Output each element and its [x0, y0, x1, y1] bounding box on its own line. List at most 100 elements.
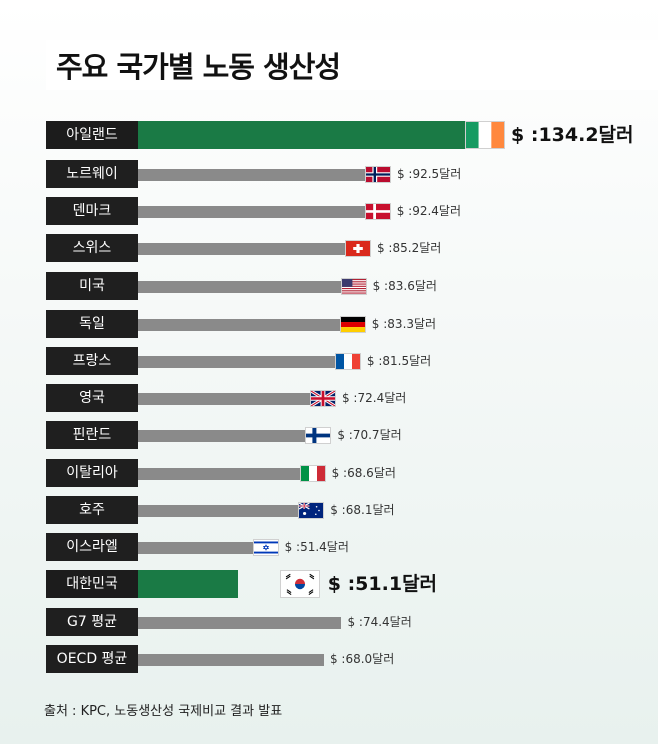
source-note: 출처 : KPC, 노동생산성 국제비교 결과 발표	[44, 704, 283, 719]
ireland-flag-icon	[465, 121, 505, 149]
title-box	[46, 40, 658, 90]
value-prefix: $ :	[337, 428, 353, 442]
norway-flag-icon	[364, 166, 391, 183]
value-unit: 달러	[402, 573, 438, 595]
korea-flag-icon	[279, 570, 320, 598]
value-prefix: $ :	[376, 241, 393, 255]
category-label: 독일	[46, 310, 138, 338]
value-label: $ :83.6달러	[373, 272, 437, 300]
value-unit: 달러	[598, 124, 634, 146]
value-prefix: $ :	[372, 279, 389, 293]
category-label: 이탈리아	[46, 459, 138, 487]
value-unit: 달러	[372, 652, 395, 666]
uk-flag-icon	[309, 389, 336, 408]
value-number: 81.5	[382, 354, 410, 368]
category-label: 프랑스	[46, 347, 138, 375]
value-unit: 달러	[389, 615, 412, 629]
category-label: 덴마크	[46, 197, 138, 225]
value-number: 72.4	[357, 391, 385, 405]
value-label: $ :81.5달러	[367, 347, 431, 375]
value-prefix: $ :	[396, 204, 413, 218]
value-unit: 달러	[439, 167, 462, 181]
switzerland-flag-icon	[344, 240, 371, 257]
value-prefix: $ :	[511, 124, 539, 146]
bar	[138, 430, 306, 442]
value-number: 51.4	[300, 540, 327, 554]
category-label: 호주	[46, 496, 138, 524]
value-label: $ :68.1달러	[330, 496, 394, 524]
category-label: 아일랜드	[46, 121, 138, 149]
usa-flag-icon	[340, 278, 367, 295]
value-number: 83.3	[387, 317, 415, 331]
value-label: $ :83.3달러	[372, 310, 436, 338]
bar	[138, 281, 341, 293]
value-prefix: $ :	[371, 317, 388, 331]
value-unit: 달러	[373, 466, 396, 480]
category-label: 이스라엘	[46, 533, 138, 561]
category-label: OECD 평균	[46, 645, 138, 673]
value-unit: 달러	[414, 279, 437, 293]
bar	[138, 243, 345, 255]
bar	[138, 393, 310, 405]
value-label: $ :70.7달러	[337, 421, 401, 449]
value-number: 51.1	[355, 573, 403, 595]
germany-flag-icon	[339, 316, 366, 333]
category-label: 대한민국	[46, 570, 138, 598]
category-label: 핀란드	[46, 421, 138, 449]
value-prefix: $ :	[347, 615, 363, 629]
denmark-flag-icon	[364, 203, 391, 220]
value-label: $ :74.4달러	[347, 608, 411, 636]
value-label: $ :92.4달러	[397, 197, 461, 225]
bar	[138, 654, 324, 666]
value-number: 68.0	[345, 652, 373, 666]
bar	[138, 319, 340, 331]
value-number: 83.6	[388, 279, 415, 293]
value-unit: 달러	[414, 317, 437, 331]
value-prefix: $ :	[284, 540, 301, 554]
value-unit: 달러	[326, 540, 349, 554]
value-label: $ :72.4달러	[342, 384, 406, 412]
category-label: G7 평균	[46, 608, 138, 636]
france-flag-icon	[334, 353, 361, 370]
value-prefix: $ :	[331, 466, 348, 480]
value-label: $ :68.6달러	[332, 459, 396, 487]
value-number: 74.4	[362, 615, 390, 629]
israel-flag-icon	[252, 539, 279, 556]
bar	[138, 121, 465, 149]
chart-title: 주요 국가별 노동 생산성	[56, 50, 341, 84]
category-label: 스위스	[46, 234, 138, 262]
value-label: $ :51.1달러	[328, 570, 437, 598]
bar	[138, 206, 365, 218]
value-number: 70.7	[352, 428, 380, 442]
value-prefix: $ :	[396, 167, 413, 181]
value-label: $ :134.2달러	[511, 121, 634, 149]
value-label: $ :68.0달러	[330, 645, 394, 673]
bar	[138, 169, 365, 181]
value-prefix: $ :	[366, 354, 383, 368]
value-number: 92.4	[412, 204, 439, 218]
value-number: 68.6	[347, 466, 374, 480]
value-unit: 달러	[438, 204, 461, 218]
value-label: $ :85.2달러	[377, 234, 441, 262]
bar	[138, 617, 342, 629]
bar	[138, 570, 238, 598]
value-number: 92.5	[412, 167, 440, 181]
value-unit: 달러	[419, 241, 442, 255]
bar	[138, 542, 253, 554]
value-unit: 달러	[379, 428, 402, 442]
value-unit: 달러	[372, 503, 395, 517]
category-label: 노르웨이	[46, 160, 138, 188]
italy-flag-icon	[299, 465, 326, 482]
value-label: $ :92.5달러	[397, 160, 461, 188]
value-prefix: $ :	[330, 503, 346, 517]
australia-flag-icon	[298, 502, 325, 519]
bar	[138, 505, 299, 517]
category-label: 미국	[46, 272, 138, 300]
finland-flag-icon	[305, 427, 332, 444]
value-prefix: $ :	[341, 391, 358, 405]
category-label: 영국	[46, 384, 138, 412]
value-prefix: $ :	[329, 652, 346, 666]
value-unit: 달러	[384, 391, 407, 405]
bar	[138, 468, 300, 480]
value-number: 134.2	[538, 124, 599, 146]
